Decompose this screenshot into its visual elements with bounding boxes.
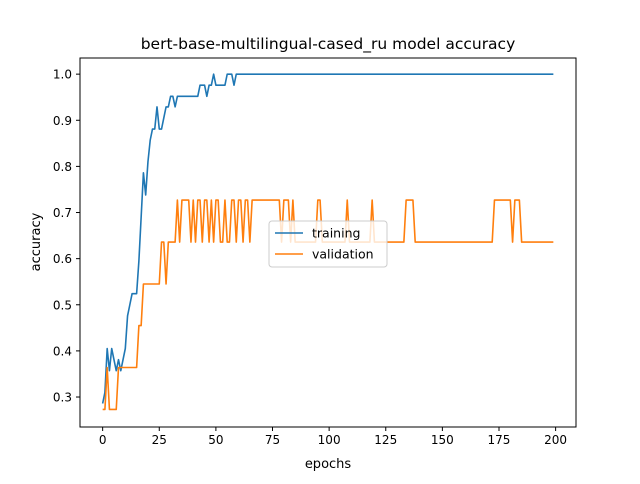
legend-label-training: training bbox=[312, 226, 360, 241]
x-tick-label: 175 bbox=[488, 433, 511, 447]
y-tick-label: 0.8 bbox=[53, 160, 72, 174]
y-tick-label: 0.6 bbox=[53, 252, 72, 266]
y-axis: 0.3 0.4 0.5 0.6 0.7 0.8 0.9 1.0 bbox=[53, 68, 80, 405]
x-tick-label: 150 bbox=[431, 433, 454, 447]
axes-frame bbox=[79, 57, 577, 428]
x-tick-label: 0 bbox=[99, 433, 107, 447]
x-tick-label: 25 bbox=[152, 433, 167, 447]
y-tick-label: 0.4 bbox=[53, 344, 72, 358]
x-axis-label: epochs bbox=[305, 457, 352, 472]
x-tick-label: 200 bbox=[544, 433, 567, 447]
legend-label-validation: validation bbox=[312, 247, 374, 262]
y-tick-label: 1.0 bbox=[53, 68, 72, 82]
x-tick-label: 100 bbox=[318, 433, 341, 447]
x-axis: 0 25 50 75 100 125 150 175 200 bbox=[99, 427, 567, 447]
series-line-training bbox=[101, 73, 554, 404]
y-tick-label: 0.5 bbox=[53, 298, 72, 312]
x-tick-label: 75 bbox=[265, 433, 280, 447]
x-tick-label: 125 bbox=[374, 433, 397, 447]
y-tick-label: 0.3 bbox=[53, 391, 72, 405]
y-tick-label: 0.7 bbox=[53, 206, 72, 220]
chart-title: bert-base-multilingual-cased_ru model ac… bbox=[141, 35, 516, 54]
legend: training validation bbox=[268, 220, 388, 268]
y-tick-label: 0.9 bbox=[53, 114, 72, 128]
y-axis-label: accuracy bbox=[29, 212, 44, 271]
x-tick-label: 50 bbox=[208, 433, 223, 447]
